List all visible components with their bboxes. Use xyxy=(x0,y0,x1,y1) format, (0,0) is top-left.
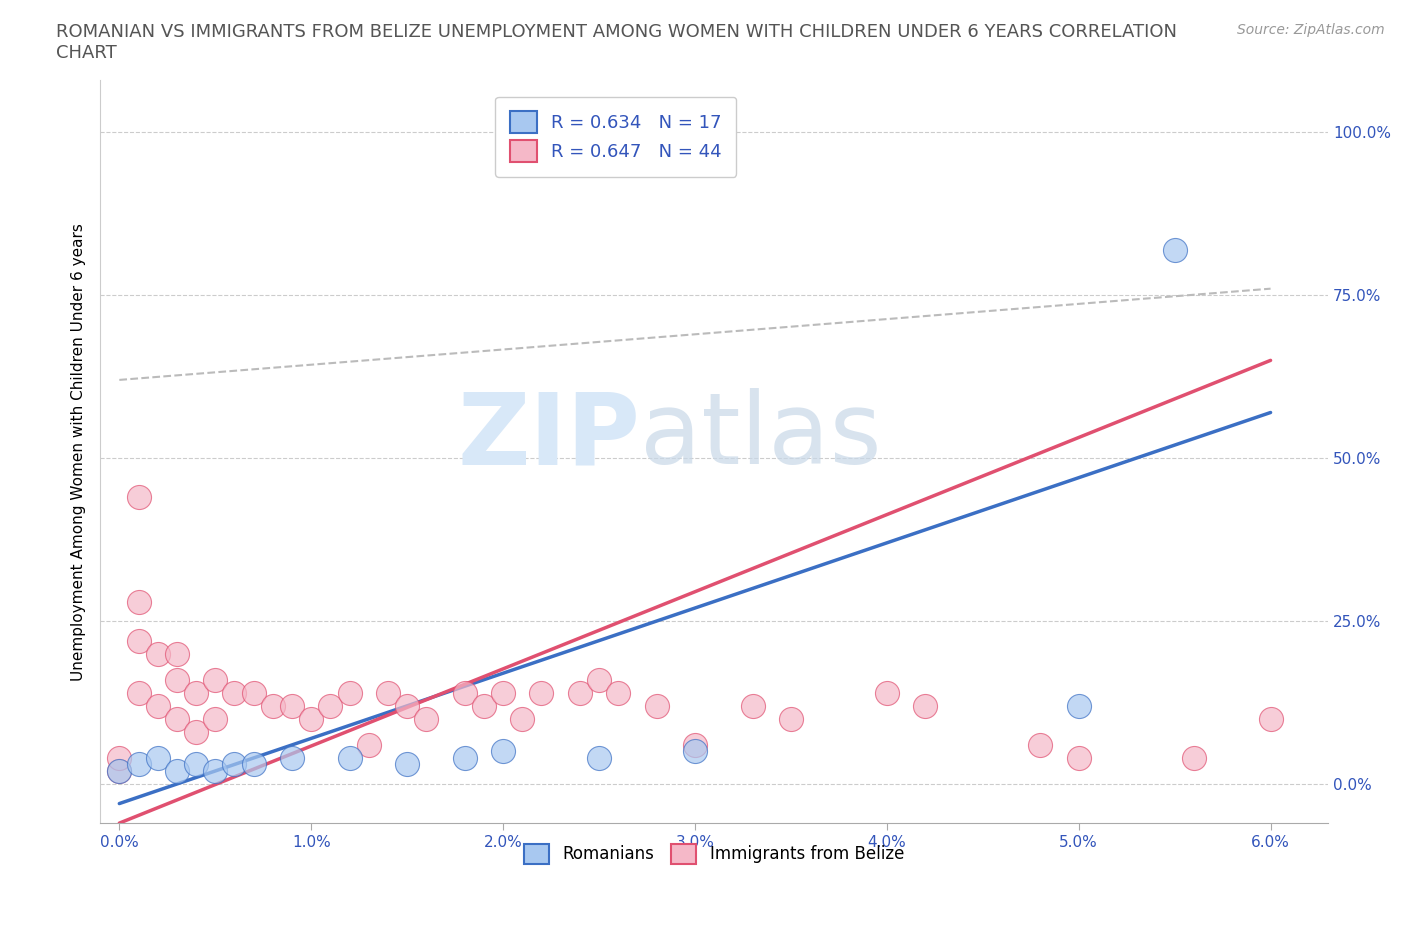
Point xyxy=(1260,711,1282,726)
Text: ROMANIAN VS IMMIGRANTS FROM BELIZE UNEMPLOYMENT AMONG WOMEN WITH CHILDREN UNDER : ROMANIAN VS IMMIGRANTS FROM BELIZE UNEMP… xyxy=(56,23,1177,41)
Point xyxy=(281,698,304,713)
Point xyxy=(396,757,419,772)
Point xyxy=(146,646,169,661)
Legend: Romanians, Immigrants from Belize: Romanians, Immigrants from Belize xyxy=(517,837,911,870)
Point xyxy=(166,646,188,661)
Point xyxy=(741,698,763,713)
Point xyxy=(108,751,131,765)
Point xyxy=(377,685,399,700)
Point xyxy=(204,764,226,778)
Point xyxy=(184,685,207,700)
Point xyxy=(242,757,264,772)
Point xyxy=(454,751,477,765)
Point xyxy=(607,685,630,700)
Point xyxy=(357,737,380,752)
Point xyxy=(242,685,264,700)
Point xyxy=(128,633,150,648)
Point xyxy=(492,685,515,700)
Point xyxy=(396,698,419,713)
Point xyxy=(166,672,188,687)
Point xyxy=(1029,737,1052,752)
Point xyxy=(184,724,207,739)
Point xyxy=(128,594,150,609)
Point xyxy=(588,672,610,687)
Point xyxy=(224,757,246,772)
Point xyxy=(204,711,226,726)
Point xyxy=(530,685,553,700)
Point xyxy=(780,711,803,726)
Point xyxy=(876,685,898,700)
Point xyxy=(319,698,342,713)
Text: Source: ZipAtlas.com: Source: ZipAtlas.com xyxy=(1237,23,1385,37)
Point xyxy=(128,490,150,505)
Point xyxy=(1067,698,1090,713)
Point xyxy=(204,672,226,687)
Point xyxy=(415,711,437,726)
Point xyxy=(224,685,246,700)
Point xyxy=(299,711,322,726)
Point xyxy=(1067,751,1090,765)
Point xyxy=(108,764,131,778)
Point xyxy=(492,744,515,759)
Point xyxy=(683,744,706,759)
Point xyxy=(166,711,188,726)
Point xyxy=(568,685,591,700)
Text: CHART: CHART xyxy=(56,44,117,61)
Point xyxy=(108,764,131,778)
Point xyxy=(184,757,207,772)
Point xyxy=(1163,242,1185,257)
Point xyxy=(914,698,936,713)
Point xyxy=(472,698,495,713)
Point xyxy=(262,698,284,713)
Point xyxy=(1182,751,1205,765)
Text: ZIP: ZIP xyxy=(457,388,641,485)
Y-axis label: Unemployment Among Women with Children Under 6 years: Unemployment Among Women with Children U… xyxy=(72,222,86,681)
Point xyxy=(128,685,150,700)
Point xyxy=(339,685,361,700)
Point xyxy=(339,751,361,765)
Point xyxy=(510,711,533,726)
Point xyxy=(166,764,188,778)
Point xyxy=(645,698,668,713)
Point xyxy=(146,698,169,713)
Point xyxy=(454,685,477,700)
Point xyxy=(683,737,706,752)
Point xyxy=(281,751,304,765)
Text: atlas: atlas xyxy=(641,388,882,485)
Point xyxy=(588,751,610,765)
Point xyxy=(128,757,150,772)
Point xyxy=(146,751,169,765)
